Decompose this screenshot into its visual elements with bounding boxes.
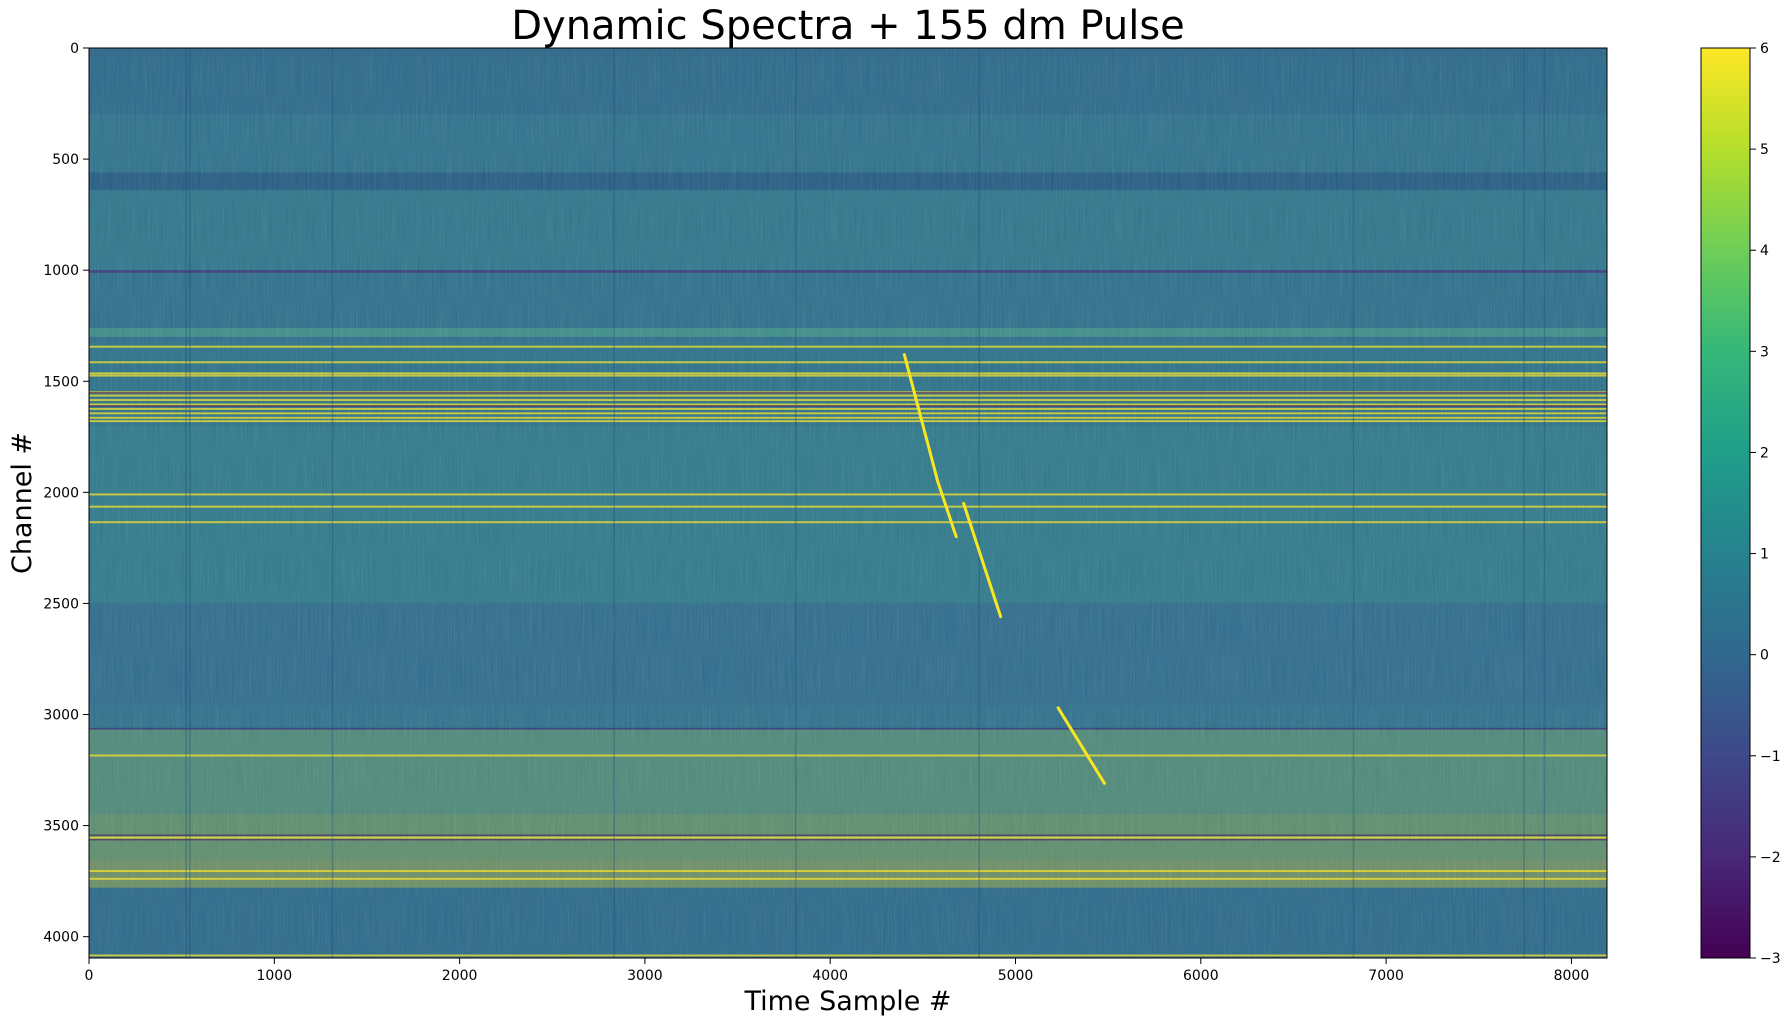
pulse-band-1 [902, 353, 940, 483]
y-tick-label: 0 [70, 41, 79, 57]
y-tick-label: 1500 [43, 374, 79, 390]
colorbar-tick-label: 0 [1760, 648, 1769, 664]
x-axis-title: Time Sample # [743, 986, 951, 1017]
dispersed-pulse [902, 353, 1106, 785]
colorbar-tick-label: −2 [1760, 850, 1781, 866]
x-tick-label: 0 [85, 968, 94, 984]
x-tick-label: 2000 [442, 968, 478, 984]
y-tick-label: 3500 [43, 819, 79, 835]
colorbar-tick-label: 6 [1760, 41, 1769, 57]
colorbar-tick-label: −3 [1760, 951, 1781, 967]
heatmap-noise [89, 48, 1607, 958]
time-rfi-line [1352, 48, 1355, 958]
y-tick-label: 2500 [43, 596, 79, 612]
time-rfi-line [1523, 48, 1525, 958]
y-axis-title: Channel # [7, 432, 38, 574]
time-rfi-line [978, 48, 980, 958]
x-tick-label: 6000 [1183, 968, 1219, 984]
colorbar [1700, 47, 1751, 959]
y-axis: 0 500 1000 1500 2000 2500 3000 3500 4000 [43, 41, 89, 946]
time-rfi-line [331, 48, 334, 958]
x-axis: 0 1000 2000 3000 4000 5000 6000 7000 8000 [85, 958, 1590, 984]
x-tick-label: 5000 [998, 968, 1034, 984]
time-rfi-line [795, 48, 797, 958]
x-tick-label: 1000 [256, 968, 292, 984]
x-tick-label: 8000 [1554, 968, 1590, 984]
time-rfi-lines [185, 48, 1546, 958]
colorbar-tick-label: 2 [1760, 445, 1769, 461]
x-tick-label: 4000 [812, 968, 848, 984]
heatmap-plot [89, 48, 1607, 958]
time-rfi-line [189, 48, 191, 958]
chart-title: Dynamic Spectra + 155 dm Pulse [511, 3, 1185, 49]
y-tick-label: 1000 [43, 263, 79, 279]
pulse-band-3 [962, 501, 1003, 619]
y-tick-label: 3000 [43, 708, 79, 724]
colorbar-tick-label: −1 [1760, 749, 1781, 765]
time-rfi-line [1543, 48, 1546, 958]
colorbar-tick-label: 3 [1760, 344, 1769, 360]
y-tick-label: 2000 [43, 485, 79, 501]
time-rfi-line [613, 48, 615, 958]
colorbar-tick-label: 1 [1760, 547, 1769, 563]
pulse-band-2 [936, 479, 958, 539]
y-tick-label: 500 [52, 152, 79, 168]
colorbar-axis: −3 −2 −1 0 1 2 3 4 5 6 [1750, 41, 1781, 967]
colorbar-tick-label: 4 [1760, 243, 1769, 259]
x-tick-label: 3000 [627, 968, 663, 984]
y-tick-label: 4000 [43, 930, 79, 946]
time-rfi-line [185, 48, 187, 958]
pulse-band-4 [1056, 706, 1106, 785]
colorbar-tick-label: 5 [1760, 142, 1769, 158]
x-tick-label: 7000 [1368, 968, 1404, 984]
plot-frame [88, 47, 1608, 959]
